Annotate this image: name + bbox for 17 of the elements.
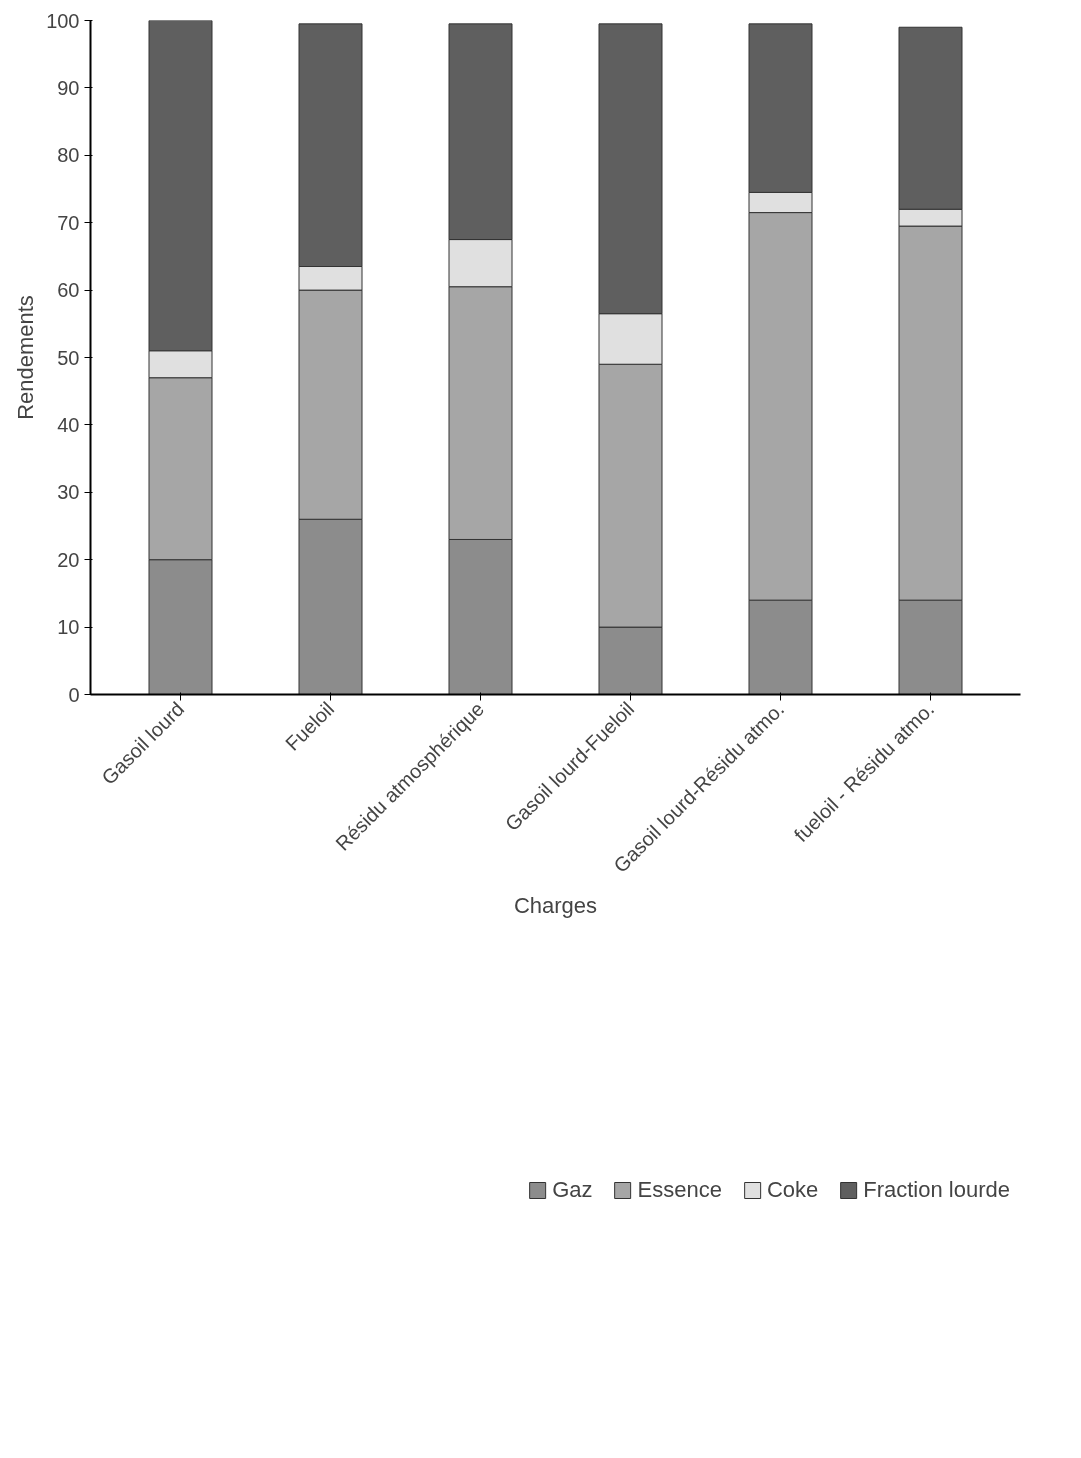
- y-tick-label: 90: [57, 76, 80, 99]
- y-tick-label: 50: [57, 346, 80, 369]
- y-tick-label: 60: [57, 279, 80, 302]
- y-tick-label: 20: [57, 548, 80, 571]
- y-axis-title: Rendements: [13, 295, 39, 420]
- y-tick-label: 40: [57, 413, 80, 436]
- y-tick-label: 30: [57, 481, 80, 504]
- legend-label: Coke: [766, 1177, 819, 1203]
- y-tick-label: 70: [57, 211, 80, 234]
- legend-label: Gaz: [552, 1177, 593, 1203]
- y-tick-label: 0: [68, 683, 80, 706]
- y-tick-label: 10: [57, 616, 80, 639]
- legend-label: Fraction lourde: [863, 1177, 1010, 1203]
- legend-label: Essence: [637, 1177, 722, 1203]
- x-axis-title: Charges: [513, 892, 598, 918]
- y-tick-label: 100: [46, 9, 80, 32]
- y-tick-label: 80: [57, 144, 80, 167]
